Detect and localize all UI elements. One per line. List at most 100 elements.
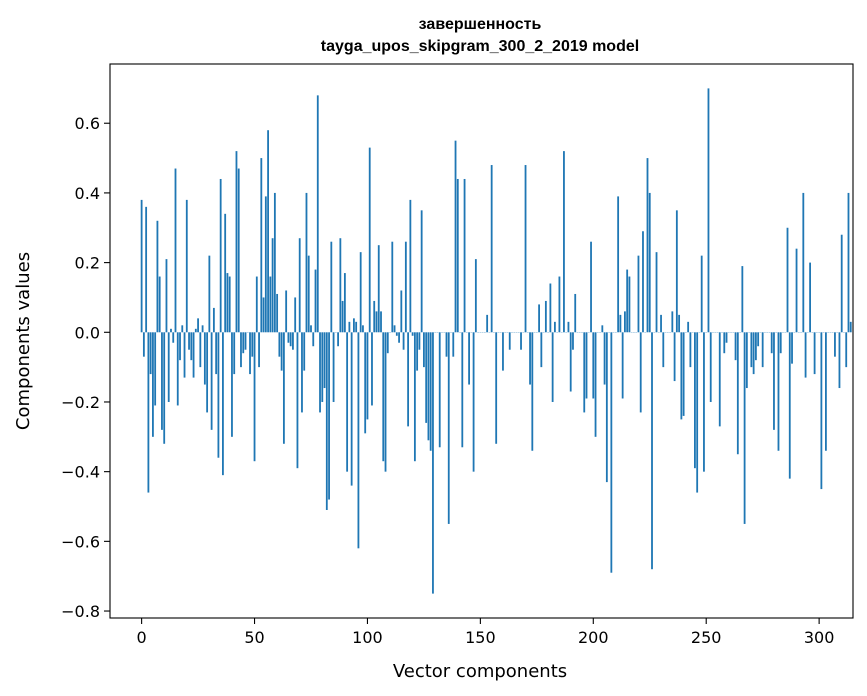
bar-173 — [531, 332, 534, 451]
bar-76 — [312, 332, 315, 347]
bar-239 — [680, 332, 683, 420]
x-tick-label-4: 200 — [578, 628, 609, 647]
bar-63 — [282, 332, 285, 444]
bar-191 — [572, 332, 574, 350]
bar-183 — [553, 321, 556, 333]
bar-264 — [736, 332, 739, 455]
bar-108 — [384, 332, 387, 472]
bar-282 — [777, 332, 780, 451]
bar-97 — [359, 252, 362, 333]
bar-113 — [395, 332, 398, 336]
bar-143 — [463, 178, 466, 333]
bar-129 — [432, 332, 434, 594]
bar-33 — [215, 332, 218, 375]
bar-200 — [592, 332, 595, 399]
bar-3 — [147, 332, 150, 493]
bar-145 — [468, 332, 470, 385]
x-tick-label-0: 0 — [137, 628, 147, 647]
bar-22 — [190, 332, 193, 361]
bar-74 — [307, 255, 310, 333]
bar-206 — [605, 332, 608, 483]
bar-61 — [278, 332, 281, 357]
bar-187 — [563, 151, 565, 333]
bar-121 — [413, 332, 416, 462]
bar-51 — [255, 276, 258, 333]
bar-226 — [651, 332, 653, 570]
bar-272 — [754, 332, 757, 361]
bar-90 — [343, 273, 346, 333]
bar-303 — [825, 332, 827, 451]
bar-23 — [192, 332, 195, 378]
bar-79 — [319, 332, 321, 413]
bar-46 — [244, 332, 247, 350]
bar-135 — [445, 332, 448, 357]
bar-36 — [222, 332, 224, 476]
bar-263 — [734, 332, 737, 361]
bar-204 — [601, 325, 604, 333]
bar-222 — [642, 231, 644, 333]
bar-45 — [242, 332, 245, 354]
bar-215 — [626, 269, 629, 333]
bar-8 — [158, 276, 161, 333]
bar-112 — [393, 325, 396, 333]
bar-294 — [804, 332, 807, 378]
bar-181 — [549, 283, 552, 333]
bar-68 — [294, 297, 297, 333]
bar-228 — [655, 252, 658, 333]
bar-117 — [404, 241, 407, 333]
bar-122 — [416, 332, 419, 371]
bar-157 — [495, 332, 498, 444]
bar-67 — [292, 332, 294, 350]
bar-73 — [305, 192, 308, 333]
bar-106 — [380, 311, 382, 333]
bar-102 — [371, 332, 373, 406]
bar-136 — [447, 332, 450, 524]
bar-114 — [398, 332, 400, 343]
bar-237 — [675, 210, 678, 333]
y-tick-label-5: 0.2 — [75, 254, 100, 273]
bar-88 — [339, 238, 342, 333]
bar-160 — [502, 332, 504, 371]
bar-197 — [585, 332, 588, 399]
bar-132 — [438, 332, 441, 448]
y-tick-label-1: −0.6 — [61, 532, 100, 551]
bar-57 — [269, 276, 272, 333]
x-axis-ticks: 0 50 100 150 200 250 300 — [137, 618, 834, 647]
bar-189 — [567, 321, 570, 333]
bar-105 — [377, 245, 380, 333]
bar-92 — [348, 321, 351, 333]
bar-50 — [253, 332, 256, 462]
bar-213 — [621, 332, 624, 399]
y-tick-label-4: 0.0 — [75, 323, 100, 342]
bar-231 — [662, 332, 665, 368]
bar-126 — [425, 332, 428, 423]
bar-290 — [795, 248, 798, 333]
bar-4 — [149, 332, 152, 375]
y-tick-label-0: −0.8 — [61, 602, 100, 621]
bar-182 — [551, 332, 554, 402]
bar-52 — [258, 332, 260, 368]
bar-142 — [461, 332, 464, 448]
bar-43 — [237, 168, 240, 333]
bar-211 — [617, 196, 620, 333]
bar-259 — [725, 332, 728, 343]
bar-307 — [834, 332, 836, 357]
bar-153 — [486, 314, 489, 333]
bar-138 — [452, 332, 455, 357]
bars-group — [140, 88, 852, 594]
bar-176 — [538, 304, 540, 333]
bar-78 — [316, 95, 319, 333]
bar-118 — [407, 332, 410, 427]
bar-309 — [838, 332, 841, 389]
bar-249 — [703, 332, 705, 472]
bar-170 — [524, 165, 527, 333]
bar-283 — [779, 332, 782, 354]
bar-69 — [296, 332, 299, 469]
bar-225 — [648, 192, 651, 333]
bar-101 — [368, 147, 371, 333]
bar-53 — [260, 158, 263, 333]
bar-87 — [337, 332, 339, 347]
bar-148 — [474, 259, 477, 333]
bar-72 — [303, 332, 306, 371]
